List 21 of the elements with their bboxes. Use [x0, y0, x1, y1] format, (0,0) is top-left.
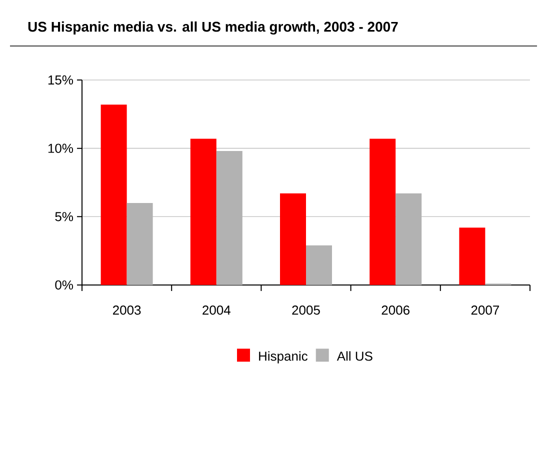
bar	[216, 151, 242, 285]
y-tick-label: 5%	[55, 212, 74, 222]
chart-title: US Hispanic media vs. all US media growth, 2003 - 2007	[28, 21, 398, 35]
legend-label: Hispanic	[259, 351, 308, 364]
y-tick-label: 15%	[48, 75, 74, 85]
y-tick-label: 0%	[55, 280, 74, 290]
y-tick-label: 10%	[48, 144, 74, 153]
bar	[370, 138, 396, 285]
bar	[100, 104, 127, 285]
bar	[306, 245, 332, 285]
x-tick-label: 2003	[113, 306, 141, 315]
x-tick-label: 2004	[202, 306, 230, 315]
bar	[396, 193, 422, 285]
x-tick-label: 2006	[382, 306, 410, 315]
bar	[190, 138, 216, 285]
x-tick-label: 2005	[292, 306, 320, 315]
bar	[126, 202, 153, 285]
bar	[459, 228, 486, 285]
x-tick-label: 2007	[471, 306, 499, 315]
bar	[280, 193, 306, 285]
legend-label: All US	[336, 351, 372, 361]
